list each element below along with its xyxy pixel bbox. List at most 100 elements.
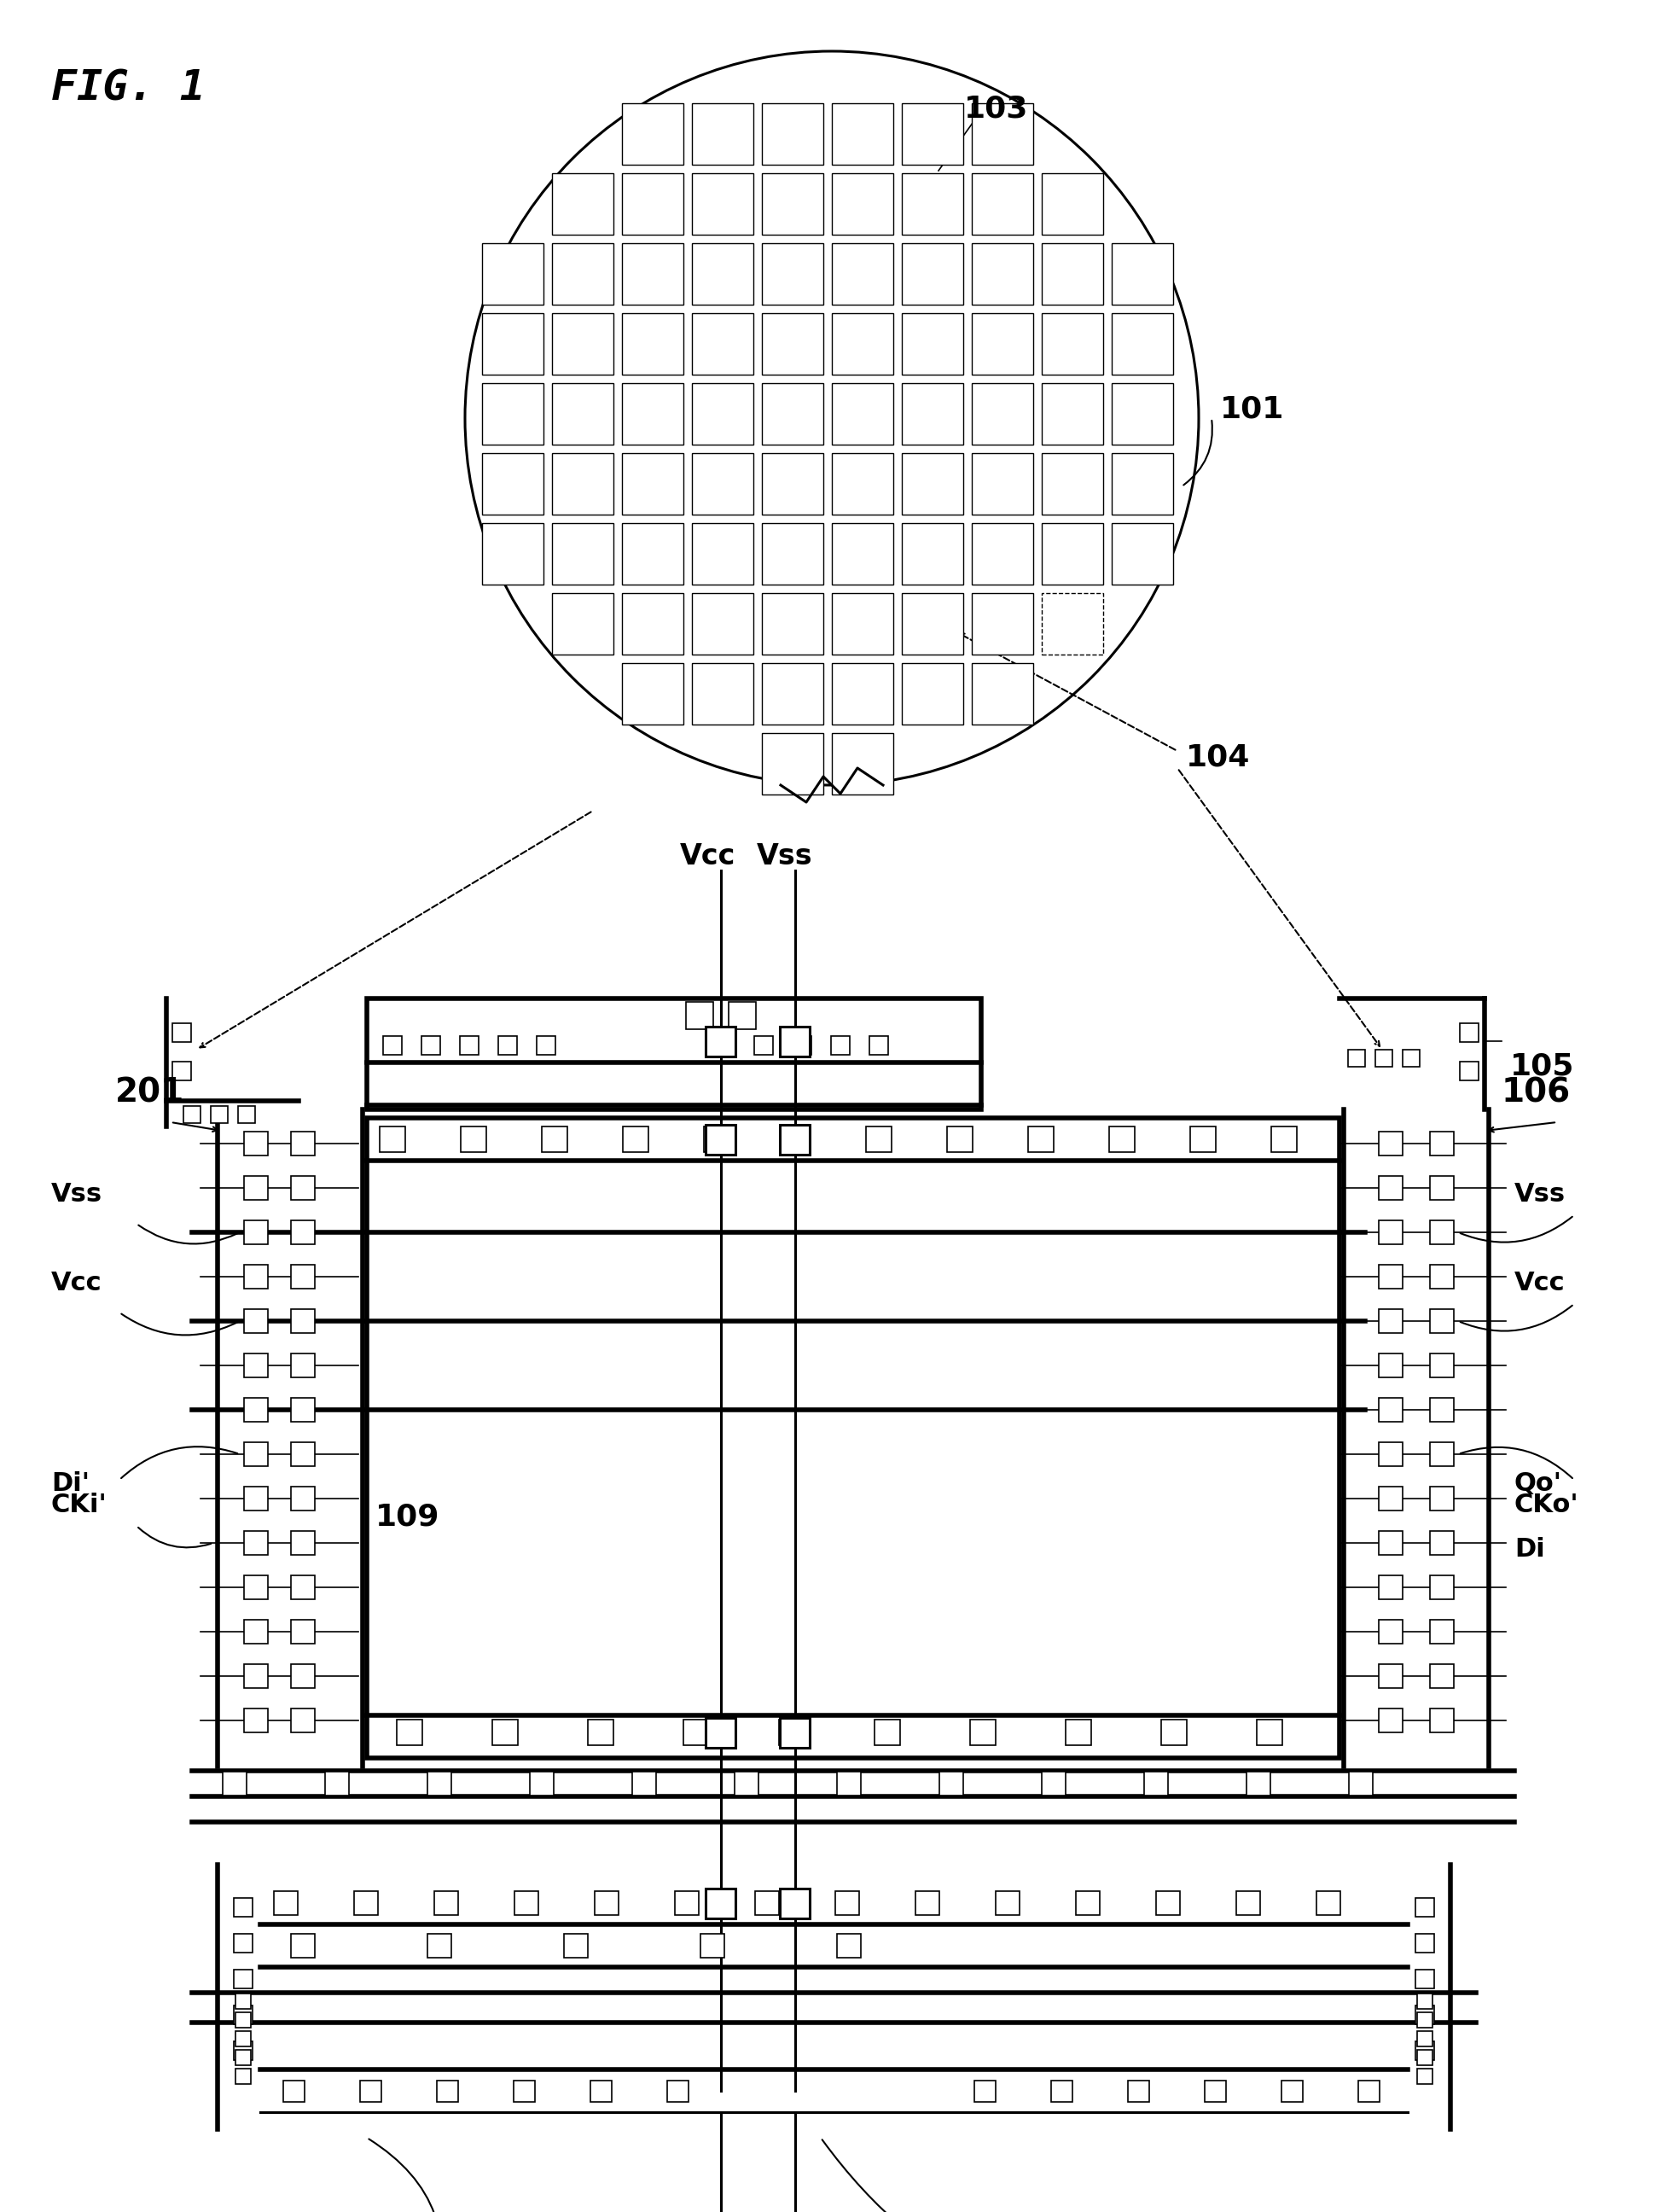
Bar [1040, 522, 1102, 584]
Bar [552, 522, 613, 584]
Bar [1459, 1024, 1478, 1042]
Bar [291, 1265, 314, 1290]
Bar [482, 243, 543, 305]
Text: 105: 105 [1509, 1053, 1574, 1082]
Bar [238, 1106, 254, 1124]
Bar [244, 1398, 268, 1422]
Bar [1429, 1265, 1453, 1290]
Bar [590, 2079, 612, 2101]
Bar [622, 173, 683, 234]
Bar [691, 314, 753, 374]
Bar [831, 664, 892, 726]
Bar [1109, 1126, 1133, 1152]
Text: Vss: Vss [756, 843, 813, 872]
Bar [291, 1933, 314, 1958]
Bar [1459, 1062, 1478, 1079]
Bar [691, 522, 753, 584]
Bar [234, 2006, 253, 2024]
Bar [622, 243, 683, 305]
Bar [354, 1891, 377, 1916]
Bar [836, 1933, 861, 1958]
Bar [1429, 1398, 1453, 1422]
Bar [666, 2079, 688, 2101]
Bar [482, 453, 543, 515]
Bar [901, 314, 962, 374]
Text: 103: 103 [964, 93, 1027, 124]
Bar [691, 243, 753, 305]
Bar [691, 383, 753, 445]
Bar [1378, 1133, 1403, 1155]
Bar [834, 1891, 859, 1916]
Bar [1378, 1265, 1403, 1290]
Text: FIG. 1: FIG. 1 [52, 69, 206, 108]
Bar [761, 453, 823, 515]
Bar [244, 1221, 268, 1243]
Bar [234, 2042, 253, 2059]
Bar [836, 1772, 861, 1796]
Bar [1378, 1486, 1403, 1511]
Bar [706, 1026, 736, 1055]
Bar [460, 1126, 485, 1152]
Bar [947, 1126, 972, 1152]
Bar [700, 1933, 725, 1958]
Bar [234, 1969, 253, 1989]
Bar [778, 1719, 804, 1745]
Bar [514, 1891, 538, 1916]
Bar [361, 2079, 382, 2101]
Bar [291, 1442, 314, 1467]
Text: 101: 101 [1220, 396, 1283, 425]
Bar [622, 593, 683, 655]
Bar [761, 243, 823, 305]
Bar [1112, 383, 1172, 445]
Bar [1416, 2068, 1431, 2084]
Bar [779, 1889, 809, 1918]
Bar [542, 1126, 567, 1152]
Bar [622, 664, 683, 726]
Bar [735, 1772, 758, 1796]
Bar [761, 173, 823, 234]
Bar [901, 522, 962, 584]
Bar [715, 1035, 735, 1055]
Bar [623, 1126, 648, 1152]
Bar [831, 593, 892, 655]
Bar [382, 1035, 402, 1055]
Bar [223, 1772, 246, 1796]
Bar [996, 1891, 1019, 1916]
Bar [703, 1126, 730, 1152]
Bar [971, 453, 1032, 515]
Bar [779, 1124, 809, 1155]
Bar [622, 522, 683, 584]
Text: Qo': Qo' [1514, 1471, 1561, 1495]
Bar [971, 383, 1032, 445]
Bar [1403, 1051, 1419, 1066]
Bar [1378, 1531, 1403, 1555]
Bar [831, 383, 892, 445]
Bar [244, 1531, 268, 1555]
Bar [552, 453, 613, 515]
Bar [1112, 522, 1172, 584]
Bar [1378, 1354, 1403, 1378]
Bar [291, 1398, 314, 1422]
Bar [779, 1026, 809, 1055]
Bar [971, 664, 1032, 726]
Bar [761, 732, 823, 794]
Bar [291, 1575, 314, 1599]
Bar [831, 173, 892, 234]
Bar [622, 453, 683, 515]
Bar [244, 1486, 268, 1511]
Bar [971, 522, 1032, 584]
Bar [831, 453, 892, 515]
Bar [1429, 1221, 1453, 1243]
Bar [552, 314, 613, 374]
Bar [367, 998, 981, 1110]
Bar [1316, 1891, 1340, 1916]
Bar [244, 1442, 268, 1467]
Bar [1112, 453, 1172, 515]
Bar [236, 1993, 251, 2008]
Text: Vcc: Vcc [52, 1270, 101, 1296]
Bar [492, 1719, 517, 1745]
Bar [1429, 1310, 1453, 1334]
Bar [761, 522, 823, 584]
Bar [831, 732, 892, 794]
Bar [1378, 1310, 1403, 1334]
